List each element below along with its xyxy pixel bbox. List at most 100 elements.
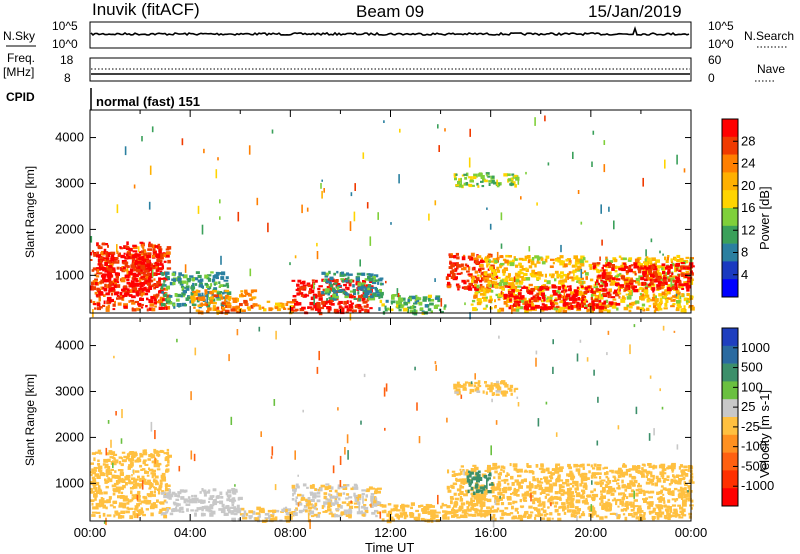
range-gate-cell xyxy=(94,473,99,477)
range-gate-cell xyxy=(200,499,206,504)
range-gate-cell xyxy=(301,494,305,498)
range-gate-cell xyxy=(151,469,156,473)
range-gate-cell xyxy=(630,277,633,281)
range-gate-cell xyxy=(212,502,217,506)
range-gate-cell xyxy=(554,299,558,302)
range-gate-cell xyxy=(658,464,664,469)
range-gate-cell xyxy=(212,301,217,305)
range-gate-cell xyxy=(507,488,511,491)
range-gate-cell xyxy=(151,454,155,459)
range-gate-cell xyxy=(477,497,482,502)
range-gate-cell xyxy=(661,498,664,502)
range-gate-cell xyxy=(187,496,191,499)
range-gate-cell xyxy=(96,269,100,273)
range-gate-cell xyxy=(220,496,224,499)
range-gate-cell xyxy=(104,478,107,481)
range-gate-cell xyxy=(680,308,685,313)
range-gate-cell xyxy=(413,305,417,309)
range-gate-cell xyxy=(215,501,220,504)
range-gate-cell xyxy=(310,492,315,496)
range-gate-cell xyxy=(574,506,579,509)
range-gate-cell xyxy=(550,502,552,507)
range-gate-cell xyxy=(588,513,592,517)
range-gate-cell xyxy=(295,512,298,516)
range-gate-cell xyxy=(364,294,369,299)
range-gate-cell xyxy=(482,178,486,182)
range-gate-cell xyxy=(426,511,431,514)
range-gate-cell xyxy=(325,302,328,305)
range-gate-cell xyxy=(143,274,147,277)
range-gate-cell xyxy=(225,505,229,509)
range-gate-cell xyxy=(131,497,135,500)
range-gate-cell xyxy=(482,501,486,504)
range-gate-cell xyxy=(361,287,364,291)
range-gate-cell xyxy=(91,250,95,253)
range-gate-cell xyxy=(379,291,384,296)
range-gate-cell xyxy=(672,275,677,278)
range-gate-cell xyxy=(362,280,367,284)
range-gate-cell xyxy=(585,272,589,276)
range-gate-cell xyxy=(583,291,588,295)
range-gate-cell xyxy=(476,274,480,277)
range-gate-cell xyxy=(132,451,138,454)
range-gate-cell xyxy=(456,488,462,492)
range-gate-cell xyxy=(487,464,491,468)
range-gate-cell xyxy=(258,513,261,518)
range-gate-cell xyxy=(487,274,492,277)
range-gate-cell xyxy=(105,292,110,296)
range-gate-cell xyxy=(150,263,153,266)
range-gate-cell xyxy=(206,290,212,294)
range-gate-cell xyxy=(534,117,536,126)
range-gate-cell xyxy=(625,293,629,296)
range-gate-cell xyxy=(674,265,677,270)
range-gate-cell xyxy=(218,281,221,284)
range-gate-cell xyxy=(540,289,545,293)
range-gate-cell xyxy=(369,277,373,282)
range-gate-cell xyxy=(207,489,211,492)
range-gate-cell xyxy=(582,466,585,470)
range-gate-cell xyxy=(468,183,473,188)
range-gate-cell xyxy=(450,497,454,500)
range-gate-cell xyxy=(165,292,168,295)
range-gate-cell xyxy=(487,268,490,271)
range-gate-cell xyxy=(147,267,153,272)
range-gate-cell xyxy=(470,468,474,472)
range-gate-cell xyxy=(554,297,557,300)
range-gate-cell xyxy=(338,305,342,309)
range-gate-cell xyxy=(377,278,383,282)
range-gate-cell xyxy=(601,302,606,305)
range-gate-cell xyxy=(139,477,142,482)
range-gate-cell xyxy=(358,309,362,313)
range-gate-cell xyxy=(433,514,439,518)
range-gate-cell xyxy=(544,258,548,263)
range-gate-cell xyxy=(623,278,629,282)
range-gate-cell xyxy=(329,276,334,281)
range-gate-cell xyxy=(168,489,171,493)
range-gate-cell xyxy=(388,516,394,520)
range-gate-cell xyxy=(628,493,634,498)
range-gate-cell xyxy=(301,204,303,214)
range-gate-cell xyxy=(96,287,100,291)
range-gate-cell xyxy=(582,485,588,489)
range-gate-cell xyxy=(443,306,446,310)
range-gate-cell xyxy=(637,482,640,486)
range-gate-cell xyxy=(421,508,424,511)
range-gate-cell xyxy=(556,491,559,494)
range-gate-cell xyxy=(105,284,110,289)
range-gate-cell xyxy=(97,449,102,453)
range-gate-cell xyxy=(298,509,303,514)
range-gate-cell xyxy=(469,179,474,183)
range-gate-cell xyxy=(455,267,458,272)
range-gate-cell xyxy=(93,487,98,490)
range-gate-cell xyxy=(670,305,675,308)
range-gate-cell xyxy=(540,306,543,310)
range-gate-cell xyxy=(156,280,162,285)
range-gate-cell xyxy=(105,253,109,258)
range-gate-cell xyxy=(668,512,671,516)
power-scatter-cells xyxy=(90,115,695,321)
range-gate-cell xyxy=(618,467,622,471)
range-gate-cell xyxy=(435,295,441,299)
range-gate-cell xyxy=(102,463,106,466)
range-gate-cell xyxy=(602,292,608,296)
range-gate-cell xyxy=(461,478,467,482)
